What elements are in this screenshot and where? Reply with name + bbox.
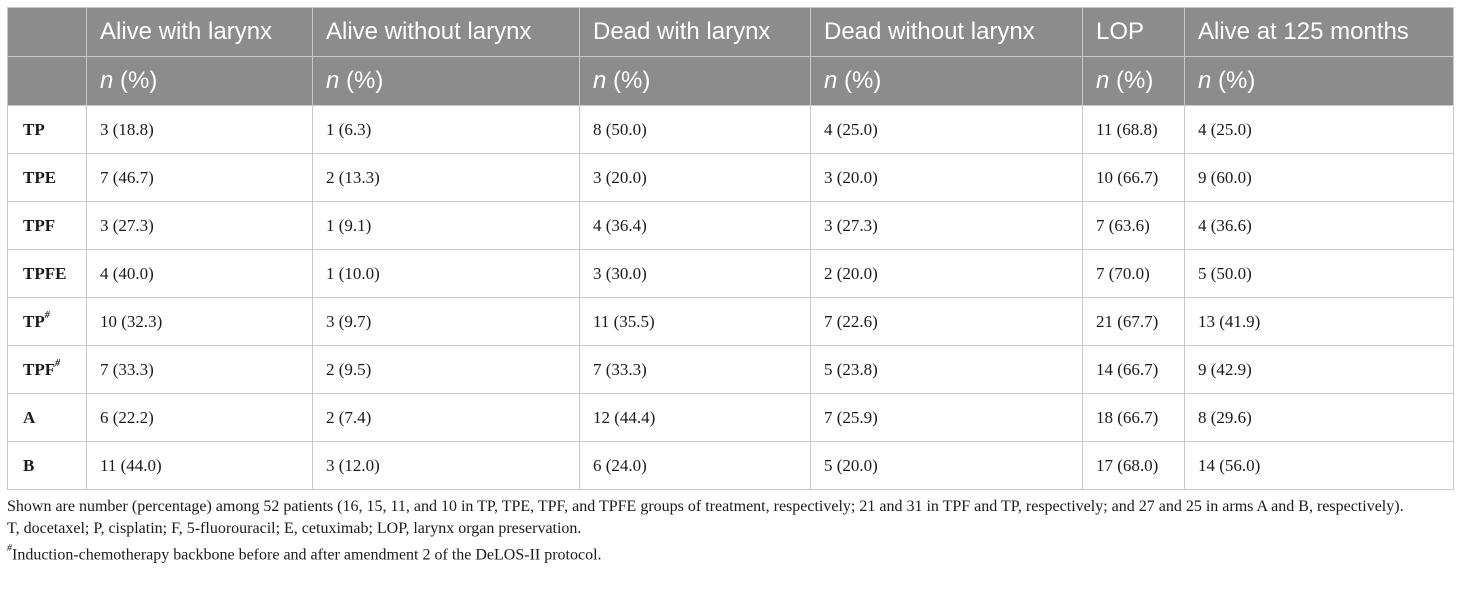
table-cell: 9 (60.0) — [1184, 153, 1454, 202]
table-row: A 6 (22.2) 2 (7.4) 12 (44.4) 7 (25.9) 18… — [7, 393, 1454, 442]
table-cell: 11 (44.0) — [86, 441, 313, 490]
table-cell: 2 (13.3) — [312, 153, 580, 202]
table-cell: 1 (6.3) — [312, 105, 580, 154]
column-subheader: n (%) — [579, 56, 811, 106]
table-cell: 9 (42.9) — [1184, 345, 1454, 394]
table-cell: 3 (12.0) — [312, 441, 580, 490]
row-label: TPF — [7, 201, 87, 250]
table-row: TPF 3 (27.3) 1 (9.1) 4 (36.4) 3 (27.3) 7… — [7, 201, 1454, 250]
table-cell: 4 (36.6) — [1184, 201, 1454, 250]
table-cell: 1 (10.0) — [312, 249, 580, 298]
column-header: Dead with larynx — [579, 7, 811, 57]
row-label: TPF# — [7, 345, 87, 394]
table-cell: 10 (32.3) — [86, 297, 313, 346]
table-footnotes: Shown are number (percentage) among 52 p… — [7, 496, 1453, 566]
column-subheader: n (%) — [86, 56, 313, 106]
table-row: TP 3 (18.8) 1 (6.3) 8 (50.0) 4 (25.0) 11… — [7, 105, 1454, 154]
table-cell: 5 (23.8) — [810, 345, 1083, 394]
table-cell: 2 (7.4) — [312, 393, 580, 442]
table-cell: 3 (30.0) — [579, 249, 811, 298]
corner-cell — [7, 56, 87, 106]
table-cell: 5 (50.0) — [1184, 249, 1454, 298]
row-label: A — [7, 393, 87, 442]
table-cell: 3 (27.3) — [86, 201, 313, 250]
table-cell: 21 (67.7) — [1082, 297, 1185, 346]
table-cell: 4 (25.0) — [810, 105, 1083, 154]
column-subheader: n (%) — [810, 56, 1083, 106]
column-header: LOP — [1082, 7, 1185, 57]
table-cell: 11 (35.5) — [579, 297, 811, 346]
table-cell: 7 (25.9) — [810, 393, 1083, 442]
footnote-abbreviations: T, docetaxel; P, cisplatin; F, 5-fluorou… — [7, 520, 582, 537]
table-cell: 7 (22.6) — [810, 297, 1083, 346]
table-cell: 8 (50.0) — [579, 105, 811, 154]
table-cell: 3 (18.8) — [86, 105, 313, 154]
table-cell: 2 (9.5) — [312, 345, 580, 394]
table-cell: 3 (9.7) — [312, 297, 580, 346]
table-body: TP 3 (18.8) 1 (6.3) 8 (50.0) 4 (25.0) 11… — [7, 105, 1454, 490]
subheader-row: n (%) n (%) n (%) n (%) n (%) n (%) — [7, 56, 1454, 106]
column-header: Dead without larynx — [810, 7, 1083, 57]
table-cell: 4 (36.4) — [579, 201, 811, 250]
table-cell: 7 (33.3) — [86, 345, 313, 394]
table-cell: 13 (41.9) — [1184, 297, 1454, 346]
column-header: Alive with larynx — [86, 7, 313, 57]
table-header: Alive with larynx Alive without larynx D… — [7, 7, 1454, 106]
table-cell: 7 (33.3) — [579, 345, 811, 394]
table-cell: 7 (46.7) — [86, 153, 313, 202]
table-cell: 3 (20.0) — [810, 153, 1083, 202]
table-cell: 14 (56.0) — [1184, 441, 1454, 490]
footnote-protocol: #Induction-chemotherapy backbone before … — [7, 543, 602, 564]
table-cell: 2 (20.0) — [810, 249, 1083, 298]
table-cell: 6 (22.2) — [86, 393, 313, 442]
table-cell: 1 (9.1) — [312, 201, 580, 250]
table-cell: 8 (29.6) — [1184, 393, 1454, 442]
row-label: TP — [7, 105, 87, 154]
table-cell: 4 (40.0) — [86, 249, 313, 298]
table-cell: 10 (66.7) — [1082, 153, 1185, 202]
table-cell: 7 (63.6) — [1082, 201, 1185, 250]
row-label: TPFE — [7, 249, 87, 298]
table-row: TPF# 7 (33.3) 2 (9.5) 7 (33.3) 5 (23.8) … — [7, 345, 1454, 394]
table-cell: 18 (66.7) — [1082, 393, 1185, 442]
table-cell: 4 (25.0) — [1184, 105, 1454, 154]
table-cell: 7 (70.0) — [1082, 249, 1185, 298]
footnote-mark: # — [7, 543, 12, 554]
table-cell: 5 (20.0) — [810, 441, 1083, 490]
table-row: TPE 7 (46.7) 2 (13.3) 3 (20.0) 3 (20.0) … — [7, 153, 1454, 202]
column-header: Alive without larynx — [312, 7, 580, 57]
table-cell: 12 (44.4) — [579, 393, 811, 442]
header-row: Alive with larynx Alive without larynx D… — [7, 7, 1454, 57]
table-cell: 3 (20.0) — [579, 153, 811, 202]
row-label: TP# — [7, 297, 87, 346]
row-label: B — [7, 441, 87, 490]
footnote-shown: Shown are number (percentage) among 52 p… — [7, 498, 1404, 515]
results-table-container: Alive with larynx Alive without larynx D… — [7, 7, 1454, 490]
column-header: Alive at 125 months — [1184, 7, 1454, 57]
results-table: Alive with larynx Alive without larynx D… — [7, 7, 1454, 490]
column-subheader: n (%) — [312, 56, 580, 106]
table-cell: 3 (27.3) — [810, 201, 1083, 250]
table-cell: 6 (24.0) — [579, 441, 811, 490]
column-subheader: n (%) — [1082, 56, 1185, 106]
table-row: B 11 (44.0) 3 (12.0) 6 (24.0) 5 (20.0) 1… — [7, 441, 1454, 490]
table-cell: 11 (68.8) — [1082, 105, 1185, 154]
row-label: TPE — [7, 153, 87, 202]
corner-cell — [7, 7, 87, 57]
column-subheader: n (%) — [1184, 56, 1454, 106]
table-cell: 14 (66.7) — [1082, 345, 1185, 394]
table-row: TP# 10 (32.3) 3 (9.7) 11 (35.5) 7 (22.6)… — [7, 297, 1454, 346]
table-row: TPFE 4 (40.0) 1 (10.0) 3 (30.0) 2 (20.0)… — [7, 249, 1454, 298]
table-cell: 17 (68.0) — [1082, 441, 1185, 490]
